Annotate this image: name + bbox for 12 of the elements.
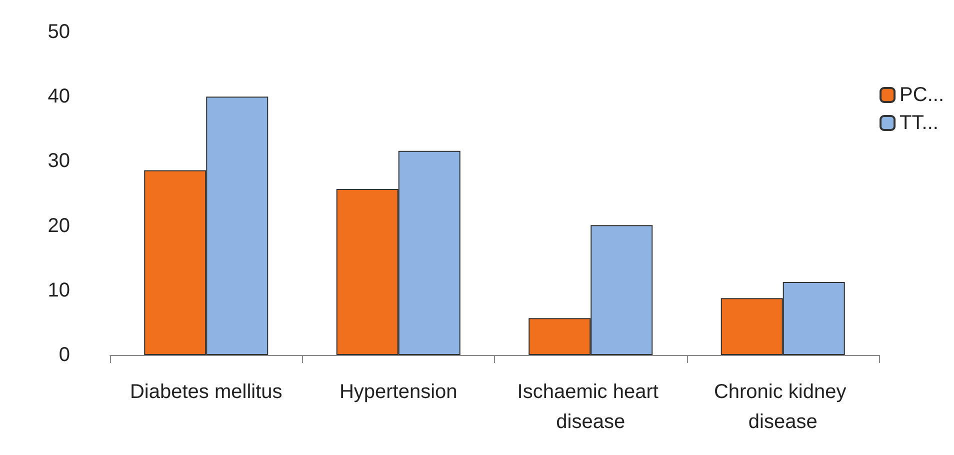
- y-tick-label: 10: [48, 279, 70, 302]
- legend-label: TT...: [900, 112, 938, 134]
- y-tick-label: 20: [48, 214, 70, 237]
- y-tick-label: 40: [48, 86, 70, 108]
- y-tick-label: 0: [58, 344, 70, 366]
- x-tick-label: Ischaemic heart disease: [517, 381, 664, 433]
- y-tick-label: 30: [48, 150, 70, 172]
- legend-label: PC...: [900, 84, 944, 106]
- y-tick-label: 50: [48, 21, 70, 43]
- x-tick-label: Chronic kidney disease: [714, 381, 852, 433]
- x-tick-label: Diabetes mellitus: [130, 381, 282, 403]
- x-tick-label: Hypertension: [339, 381, 458, 403]
